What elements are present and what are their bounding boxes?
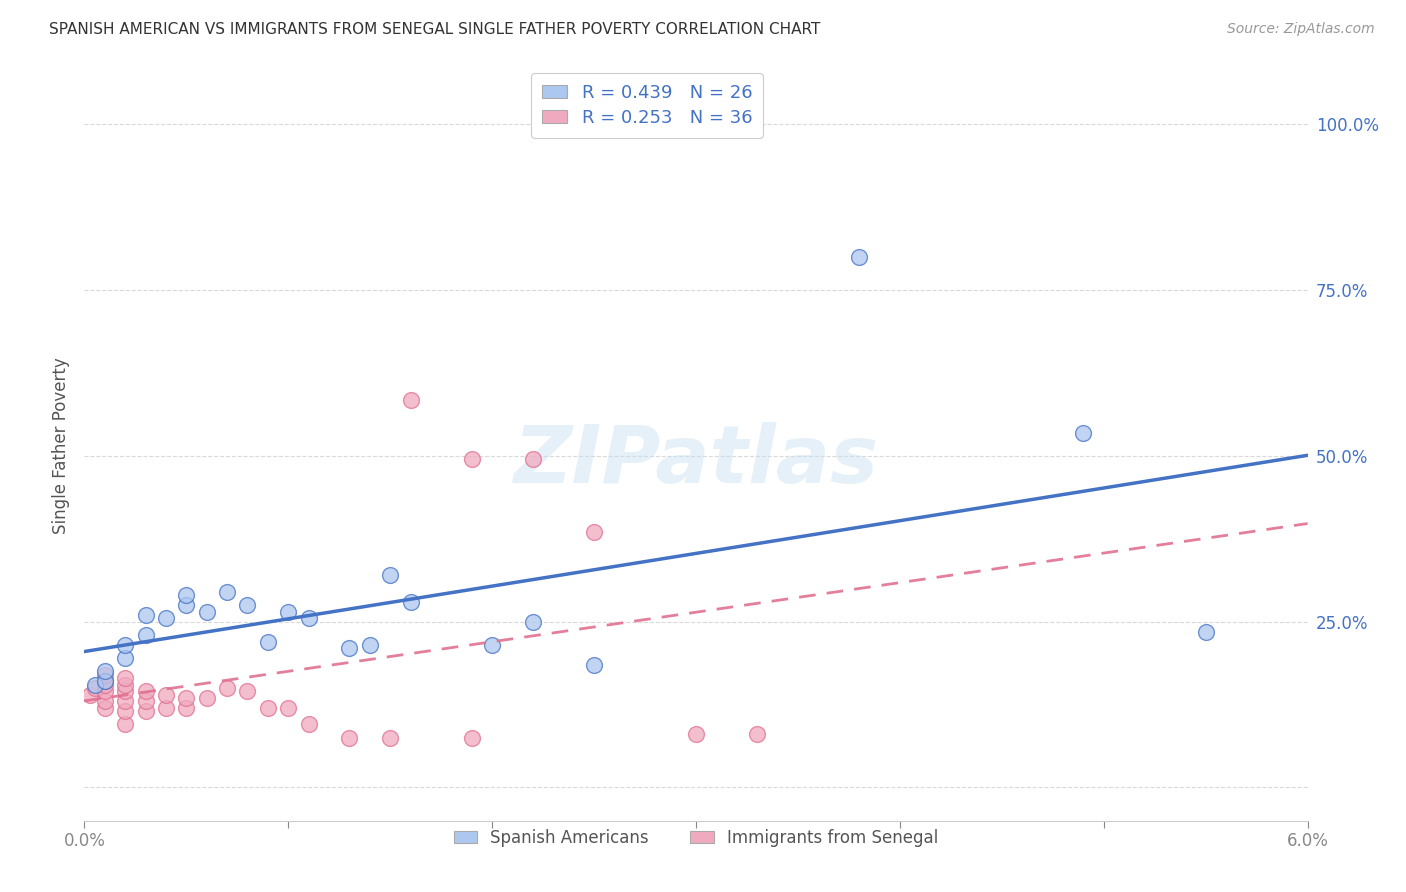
Y-axis label: Single Father Poverty: Single Father Poverty (52, 358, 70, 534)
Point (481, 638, 503, 652)
Point (461, 452, 484, 467)
Point (93, 701, 117, 715)
Point (135, 704, 157, 718)
Text: SPANISH AMERICAN VS IMMIGRANTS FROM SENEGAL SINGLE FATHER POVERTY CORRELATION CH: SPANISH AMERICAN VS IMMIGRANTS FROM SENE… (49, 22, 821, 37)
Text: ZIPatlas: ZIPatlas (513, 422, 879, 500)
Point (83, 681, 105, 695)
Point (380, 731, 402, 745)
Point (747, 727, 769, 741)
Point (339, 731, 361, 745)
Point (339, 641, 361, 656)
Point (1073, 425, 1095, 440)
Point (399, 392, 422, 407)
Point (848, 250, 870, 264)
Point (114, 704, 136, 718)
Point (685, 727, 707, 741)
Point (217, 681, 239, 695)
Point (114, 651, 136, 665)
Point (195, 605, 218, 619)
Point (155, 701, 177, 715)
Point (176, 690, 198, 705)
Point (93, 667, 117, 681)
Point (399, 595, 422, 609)
Point (83, 678, 105, 692)
Point (93, 694, 117, 708)
Point (114, 638, 136, 652)
Point (114, 671, 136, 685)
Legend: Spanish Americans, Immigrants from Senegal: Spanish Americans, Immigrants from Seneg… (447, 822, 945, 854)
Point (93, 684, 117, 698)
Point (93, 674, 117, 689)
Point (135, 608, 157, 623)
Point (176, 588, 198, 602)
Point (217, 585, 239, 599)
Point (195, 690, 218, 705)
Point (135, 628, 157, 642)
Point (93, 678, 117, 692)
Point (155, 611, 177, 625)
Point (236, 598, 259, 612)
Point (583, 525, 606, 540)
Point (522, 615, 544, 629)
Point (114, 678, 136, 692)
Point (1195, 624, 1218, 639)
Point (93, 674, 117, 689)
Point (114, 694, 136, 708)
Point (277, 605, 299, 619)
Point (176, 598, 198, 612)
Point (135, 684, 157, 698)
Text: Source: ZipAtlas.com: Source: ZipAtlas.com (1227, 22, 1375, 37)
Point (155, 688, 177, 702)
Point (236, 684, 259, 698)
Point (79, 688, 101, 702)
Point (257, 634, 280, 648)
Point (380, 568, 402, 582)
Point (359, 638, 381, 652)
Point (93, 665, 117, 679)
Point (461, 731, 484, 745)
Point (114, 717, 136, 731)
Point (522, 452, 544, 467)
Point (176, 701, 198, 715)
Point (277, 701, 299, 715)
Point (135, 694, 157, 708)
Point (298, 717, 321, 731)
Point (114, 684, 136, 698)
Point (583, 657, 606, 672)
Point (298, 611, 321, 625)
Point (257, 701, 280, 715)
